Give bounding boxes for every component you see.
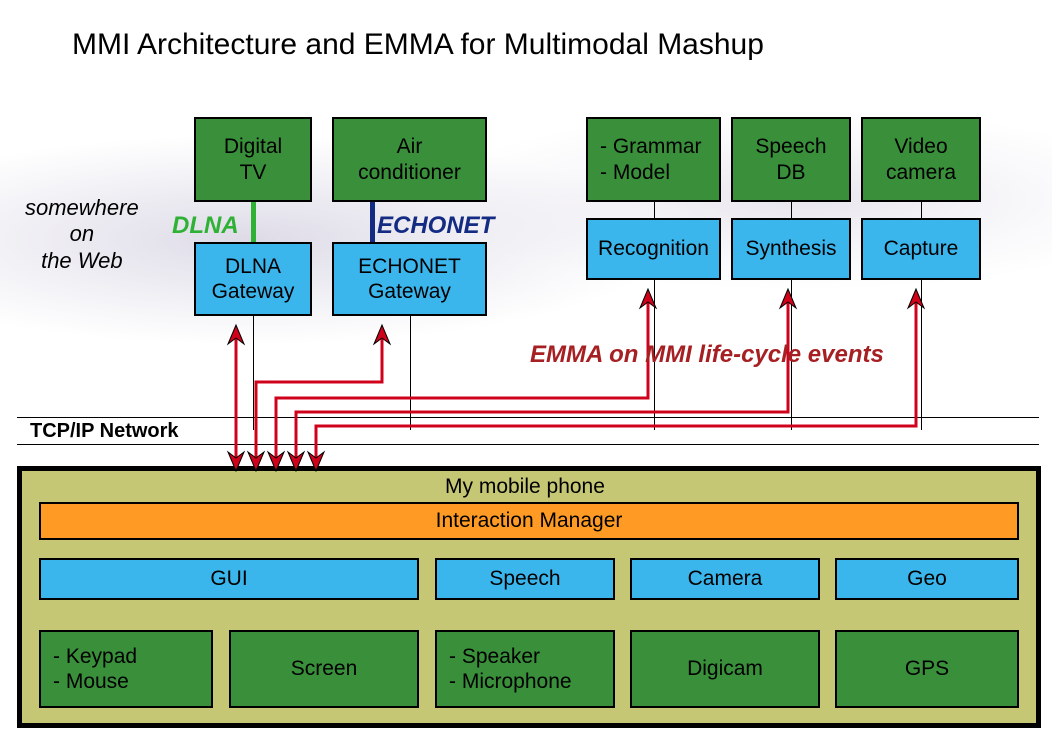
dlna-gateway-label: DLNAGateway [212,254,295,304]
tcpip-network-label: TCP/IP Network [30,420,179,443]
speech-db-box: SpeechDB [731,117,851,202]
diagram-title: MMI Architecture and EMMA for Multimodal… [72,28,764,62]
connector-line [791,202,792,218]
screen-label: Screen [291,656,358,681]
interaction-manager-label: Interaction Manager [436,508,623,533]
gui-label: GUI [210,566,247,591]
tcpip-line [17,417,1039,418]
keypad-mouse-label: - Keypad- Mouse [53,644,137,694]
echonet-gateway-box: ECHONETGateway [332,242,487,316]
geo-box: Geo [835,558,1019,600]
web-location-label: somewhereonthe Web [25,195,139,274]
video-camera-box: Videocamera [861,117,981,202]
recognition-box: Recognition [586,218,721,280]
air-conditioner-box: Airconditioner [332,117,487,202]
dlna-gateway-box: DLNAGateway [194,242,312,316]
screen-box: Screen [229,630,419,708]
air-conditioner-label: Airconditioner [358,134,461,184]
capture-label: Capture [884,236,959,261]
echonet-connector [370,202,375,242]
web-location-text: somewhereonthe Web [25,195,139,273]
echonet-gateway-label: ECHONETGateway [358,254,461,304]
mobile-phone-title: My mobile phone [445,475,605,499]
speech-db-label: SpeechDB [755,134,826,184]
keypad-mouse-box: - Keypad- Mouse [39,630,213,708]
connector-line [410,316,411,430]
gui-box: GUI [39,558,419,600]
capture-box: Capture [861,218,981,280]
recognition-label: Recognition [598,236,709,261]
grammar-model-label: - Grammar- Model [600,134,702,184]
gps-box: GPS [835,630,1019,708]
geo-label: Geo [907,566,947,591]
emma-events-label: EMMA on MMI life-cycle events [530,341,884,369]
connector-line [921,202,922,218]
video-camera-label: Videocamera [886,134,956,184]
digicam-label: Digicam [687,656,763,681]
synthesis-box: Synthesis [731,218,851,280]
connector-line [654,202,655,218]
speaker-mic-label: - Speaker- Microphone [449,644,572,694]
synthesis-label: Synthesis [745,236,836,261]
dlna-connector [251,202,256,242]
connector-line [921,280,922,430]
connector-line [253,316,254,430]
echonet-protocol-label: ECHONET [377,212,494,240]
grammar-model-box: - Grammar- Model [586,117,721,202]
dlna-protocol-label: DLNA [172,212,239,240]
speech-label: Speech [489,566,560,591]
speech-box: Speech [435,558,615,600]
digicam-box: Digicam [630,630,820,708]
tcpip-line [17,444,1039,445]
camera-label: Camera [688,566,763,591]
speaker-mic-box: - Speaker- Microphone [435,630,615,708]
digital-tv-box: DigitalTV [194,117,312,202]
gps-label: GPS [905,656,949,681]
digital-tv-label: DigitalTV [224,134,282,184]
camera-box: Camera [630,558,820,600]
interaction-manager-box: Interaction Manager [39,502,1019,540]
